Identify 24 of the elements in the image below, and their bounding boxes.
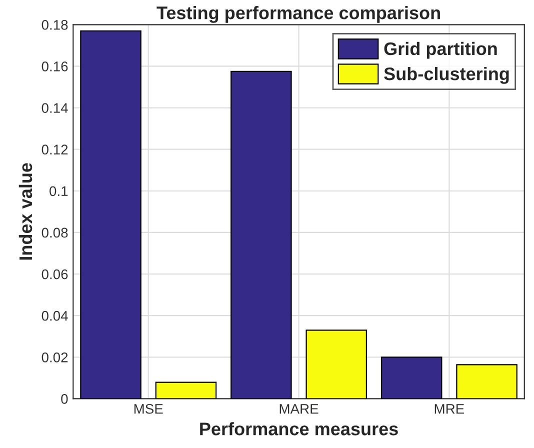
bar [230, 70, 292, 399]
y-tick-label: 0.1 [50, 186, 68, 196]
y-tick-label: 0.18 [42, 20, 68, 30]
y-tick-label: 0.16 [42, 62, 68, 72]
bar [155, 382, 217, 399]
y-tick-label: 0.06 [42, 269, 68, 280]
x-tick-label: MRE [434, 404, 464, 414]
y-tick-label: 0.02 [42, 352, 68, 362]
bar [456, 364, 518, 399]
bar [306, 330, 368, 399]
legend-label: Grid partition [384, 42, 497, 59]
legend-label: Sub-clustering [384, 66, 509, 84]
x-tick-label: MSE [134, 404, 163, 414]
y-tick-label: 0.08 [42, 228, 68, 238]
y-tick-label: 0 [61, 394, 68, 404]
y-tick-label: 0.04 [42, 310, 68, 321]
bar [80, 30, 142, 399]
y-tick-label: 0.14 [42, 103, 68, 113]
x-axis-title: Performance measures [200, 422, 398, 436]
y-axis-title: Index value [18, 163, 32, 260]
chart-title: Testing performance comparison [156, 6, 440, 23]
x-tick-label: MARE [280, 404, 318, 414]
y-tick-label: 0.12 [42, 144, 68, 155]
bar [380, 356, 442, 399]
